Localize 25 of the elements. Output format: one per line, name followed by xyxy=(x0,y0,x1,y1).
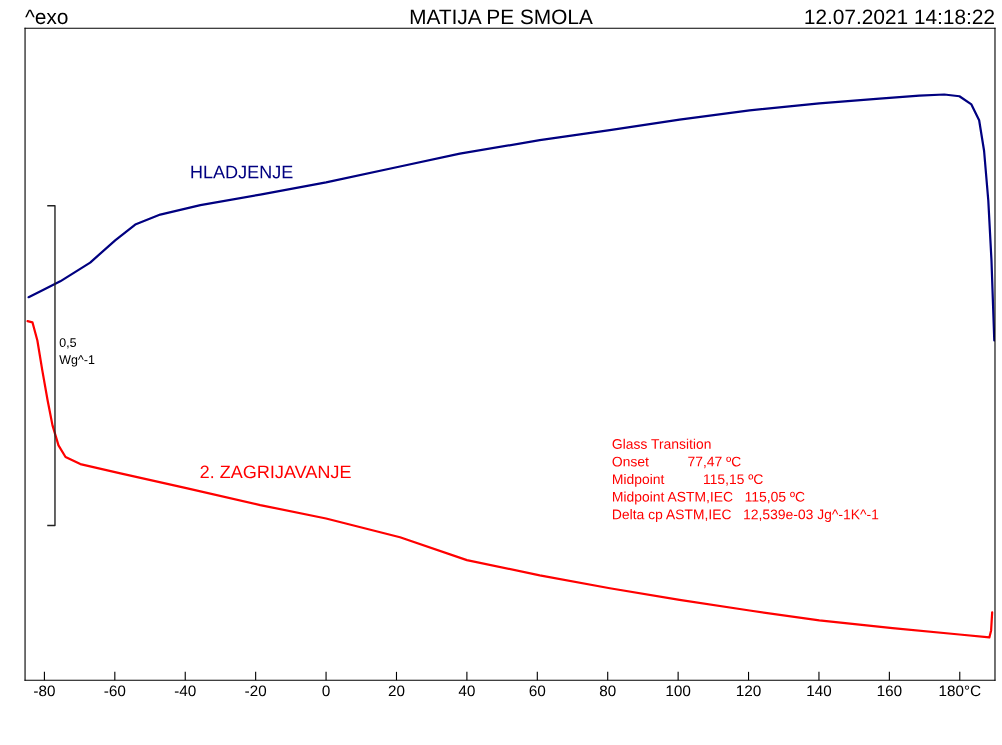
series-label: HLADJENJE xyxy=(191,165,293,179)
text: ^exo xyxy=(25,9,68,25)
series-label: 2. ZAGRIJAVANJE xyxy=(200,465,351,479)
annotation: Delta cp ASTM,IEC 12,539e-03 Jg^-1K^-1 xyxy=(613,509,879,523)
annotation: Onset 77,47 ºC xyxy=(612,456,741,469)
annotation: 0,5 Wg^-1 xyxy=(59,338,95,367)
x-tick-label: 40 xyxy=(458,685,475,697)
text: 12.07.2021 14:18:22 xyxy=(805,9,994,25)
x-tick-label: 0 xyxy=(322,685,330,697)
x-tick-label: 180°C xyxy=(939,685,981,697)
x-tick-label: -60 xyxy=(104,685,126,697)
x-tick-label: -40 xyxy=(174,685,196,697)
x-tick-label: 20 xyxy=(388,685,405,697)
x-tick-label: 140 xyxy=(807,685,832,697)
x-tick-label: 120 xyxy=(736,685,761,697)
x-tick-label: 80 xyxy=(599,685,616,697)
x-tick-label: 100 xyxy=(666,685,691,697)
annotation: Glass Transition xyxy=(612,438,711,449)
annotation: Midpoint 115,15 ºC xyxy=(613,473,763,487)
annotation: Midpoint ASTM,IEC 115,05 ºC xyxy=(613,491,805,505)
x-tick-label: 60 xyxy=(529,685,546,697)
x-tick-label: -20 xyxy=(245,685,267,697)
chart-title: MATIJA PE SMOLA xyxy=(410,9,593,25)
x-tick-label: 160 xyxy=(877,685,902,697)
x-tick-label: -80 xyxy=(34,685,55,697)
